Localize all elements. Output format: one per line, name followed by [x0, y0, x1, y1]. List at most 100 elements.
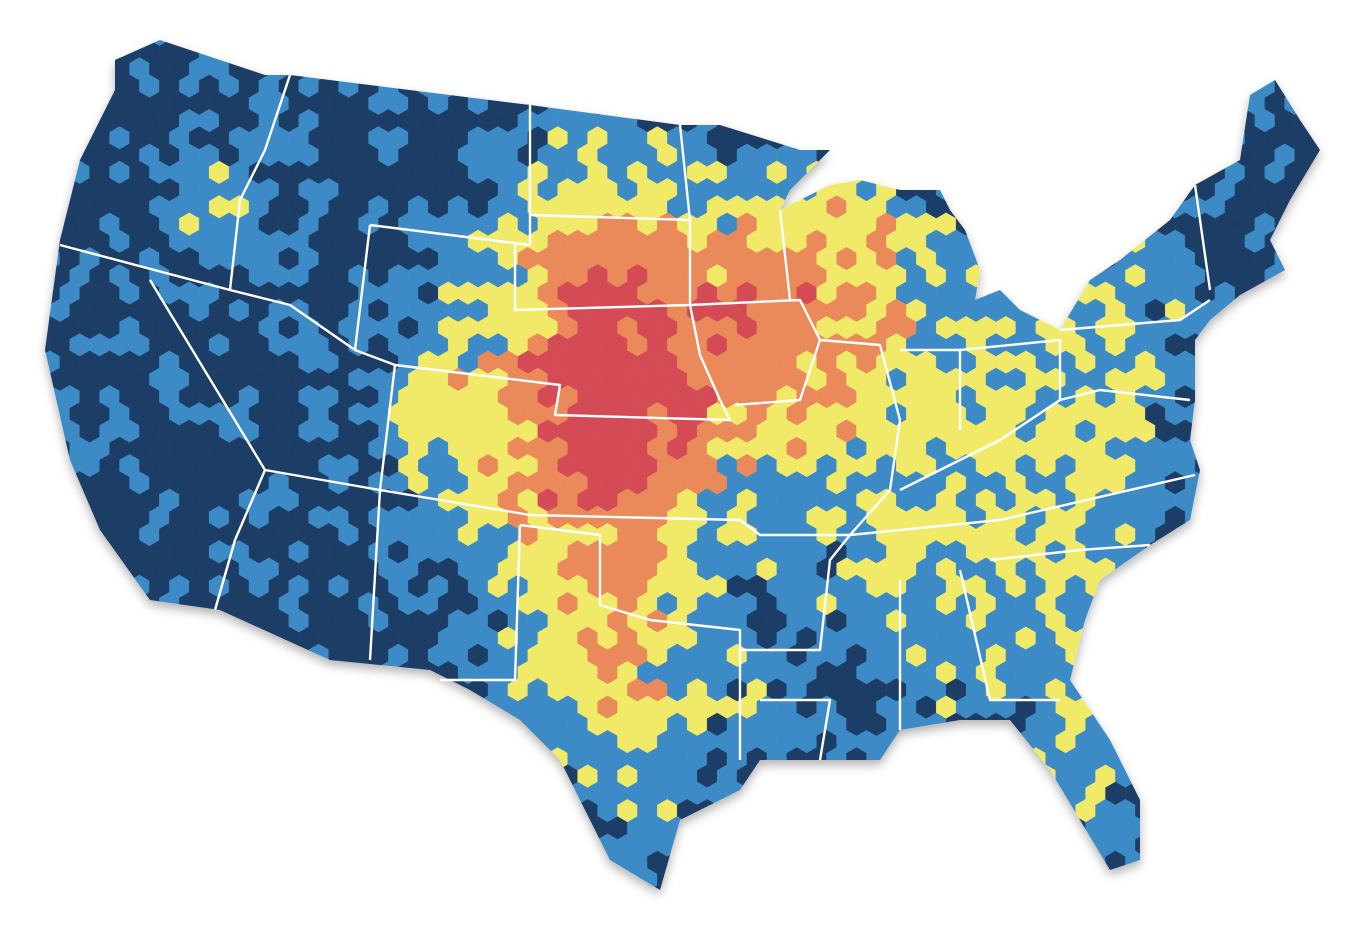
- hex-cell: [487, 40, 509, 47]
- hex-cell: [926, 920, 946, 938]
- hex-cell: [876, 6, 896, 29]
- hex-cell: [119, 764, 140, 789]
- hex-cell: [0, 265, 10, 288]
- hex-cell: [208, 816, 230, 840]
- hex-cell: [558, 903, 578, 926]
- hex-cell: [1194, 350, 1216, 375]
- hex-cell: [45, 850, 51, 875]
- hex-cell: [59, 522, 80, 547]
- hex-cell: [398, 6, 418, 29]
- hex-cell: [349, 0, 369, 12]
- hex-cell: [1035, 108, 1056, 133]
- hex-cell: [945, 816, 967, 840]
- hex-cell: [40, 903, 60, 926]
- hex-cell: [248, 40, 270, 47]
- hex-cell: [647, 57, 668, 81]
- hex-cell: [49, 57, 70, 81]
- hex-cell: [20, 6, 40, 29]
- hex-cell: [0, 282, 20, 305]
- hex-cell: [338, 833, 359, 858]
- state-border: [59, 243, 732, 422]
- hex-cell: [1245, 920, 1265, 938]
- hex-cell: [507, 40, 529, 47]
- hex-cell: [369, 0, 389, 12]
- hex-cell: [129, 885, 150, 890]
- hex-cell: [945, 160, 967, 185]
- hex-cell: [896, 6, 916, 29]
- hex-cell: [1214, 729, 1236, 754]
- hex-cell: [169, 747, 190, 771]
- hex-cell: [59, 764, 80, 789]
- hex-cell: [1214, 40, 1236, 64]
- hex-cell: [0, 782, 10, 805]
- hex-cell: [1224, 609, 1246, 633]
- hex-cell: [1065, 195, 1086, 219]
- hex-cell: [1264, 712, 1285, 737]
- hex-cell: [666, 91, 688, 116]
- hex-cell: [766, 885, 788, 890]
- hex-cell: [1314, 695, 1320, 720]
- hex-cell: [45, 609, 51, 633]
- hex-cell: [438, 6, 458, 29]
- hex-cell: [1284, 333, 1305, 357]
- hex-cell: [846, 160, 867, 185]
- hex-cell: [955, 108, 977, 133]
- hex-cell: [1224, 126, 1246, 150]
- hex-cell: [129, 747, 150, 771]
- hex-cell: [1115, 695, 1136, 720]
- hex-cell: [1254, 522, 1276, 547]
- hex-cell: [1234, 488, 1256, 513]
- hex-cell: [1294, 626, 1315, 651]
- hex-cell: [995, 798, 1017, 823]
- hex-cell: [487, 885, 509, 890]
- hex-cell: [1345, 196, 1350, 219]
- hex-cell: [1035, 143, 1056, 168]
- hex-cell: [1244, 40, 1266, 47]
- hex-cell: [109, 678, 130, 702]
- hex-cell: [437, 40, 459, 64]
- hex-cell: [1285, 0, 1305, 12]
- hex-cell: [467, 747, 489, 771]
- hex-cell: [1294, 798, 1315, 823]
- hex-cell: [1194, 660, 1216, 685]
- hex-cell: [806, 850, 827, 875]
- hex-cell: [975, 867, 997, 890]
- hex-cell: [457, 833, 479, 858]
- hex-cell: [198, 626, 220, 651]
- hex-cell: [1314, 453, 1320, 478]
- hex-cell: [99, 591, 120, 616]
- hex-cell: [1244, 402, 1266, 426]
- hex-cell: [358, 833, 379, 858]
- hex-cell: [587, 91, 608, 116]
- hex-cell: [567, 816, 588, 840]
- hex-cell: [1314, 384, 1320, 409]
- hex-cell: [1066, 920, 1086, 938]
- hex-cell: [169, 40, 190, 47]
- hex-cell: [1135, 143, 1156, 168]
- hex-cell: [348, 40, 369, 47]
- hex-cell: [895, 867, 917, 890]
- hex-cell: [258, 40, 280, 64]
- hex-cell: [1345, 127, 1350, 150]
- hex-cell: [388, 920, 408, 938]
- hex-cell: [268, 885, 290, 890]
- hex-cell: [298, 729, 320, 754]
- hex-cell: [338, 660, 359, 685]
- hex-cell: [517, 833, 539, 858]
- state-borders: [59, 74, 1212, 761]
- hex-cell: [139, 903, 159, 926]
- hex-cell: [1254, 660, 1276, 685]
- hex-cell: [1184, 160, 1206, 185]
- hex-cell: [746, 885, 768, 890]
- hex-cell: [0, 627, 20, 650]
- hex-cell: [1274, 798, 1295, 823]
- hex-cell: [10, 851, 30, 874]
- hex-cell: [179, 867, 200, 890]
- hex-cell: [686, 885, 708, 890]
- hex-cell: [378, 798, 399, 823]
- hex-cell: [20, 385, 40, 408]
- hex-cell: [746, 57, 768, 81]
- hex-cell: [1224, 367, 1246, 392]
- hex-cell: [1234, 867, 1256, 890]
- hex-cell: [69, 505, 90, 530]
